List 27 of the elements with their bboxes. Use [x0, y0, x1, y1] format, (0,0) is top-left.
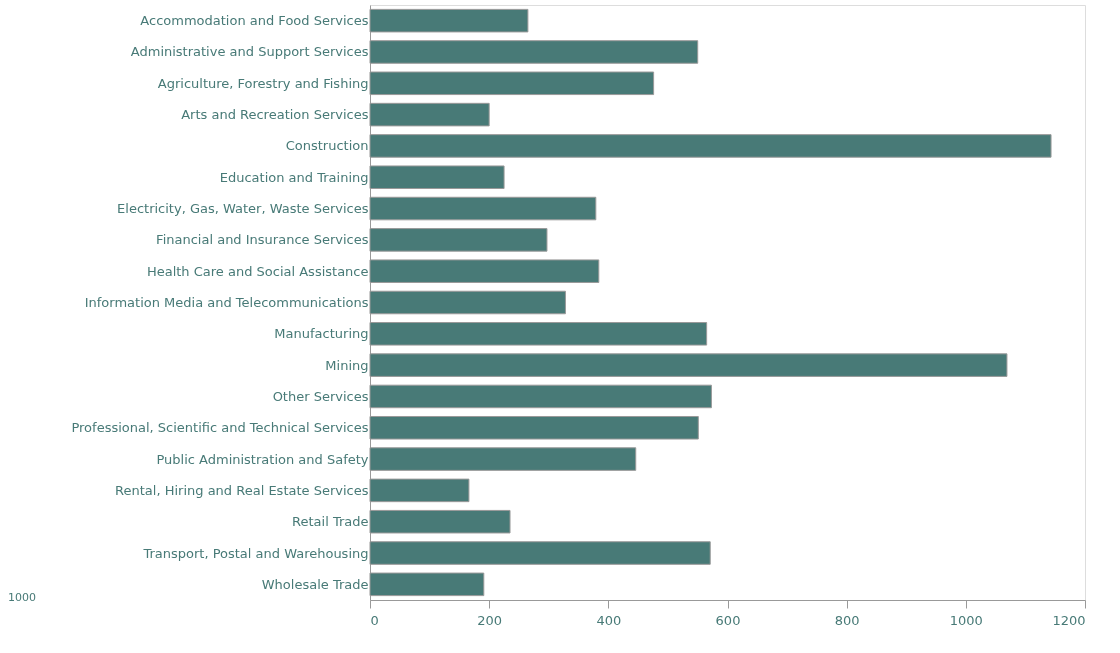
- y-tick-label: Rental, Hiring and Real Estate Services: [115, 482, 369, 498]
- text: 1000: [8, 591, 36, 604]
- y-tick-label: Retail Trade: [292, 514, 369, 530]
- x-tick-label: 800: [834, 612, 860, 628]
- y-tick-label: Wholesale Trade: [261, 576, 369, 592]
- y-tick-label: Arts and Recreation Services: [181, 107, 369, 123]
- y-tick-label: Financial and Insurance Services: [156, 232, 369, 248]
- x-tick-label: 400: [596, 612, 622, 628]
- x-tick-label: 1000: [949, 612, 983, 628]
- y-tick-label: Information Media and Telecommunications: [84, 295, 369, 310]
- y-tick-label: Agriculture, Forestry and Fishing: [157, 75, 369, 91]
- x-tick-label: 200: [477, 612, 503, 628]
- y-tick-label: Public Administration and Safety: [156, 451, 369, 467]
- y-tick-label: Other Services: [272, 388, 369, 404]
- y-tick-label: Mining: [325, 357, 369, 373]
- x-tick-label: 600: [715, 612, 741, 628]
- x-tick-label: 0: [370, 612, 379, 628]
- y-tick-label: Education and Training: [219, 169, 369, 185]
- y-tick-label: Manufacturing: [274, 326, 369, 342]
- x-tick-label: 1200: [1052, 612, 1086, 628]
- y-tick-label: Health Care and Social Assistance: [146, 263, 369, 279]
- y-tick-label: Electricity, Gas, Water, Waste Services: [117, 201, 369, 217]
- y-tick-label: Transport, Postal and Warehousing: [142, 545, 369, 561]
- y-tick-label: Accommodation and Food Services: [140, 13, 369, 29]
- y-tick-label: Administrative and Support Services: [130, 44, 369, 60]
- y-tick-label: Construction: [285, 138, 369, 154]
- y-tick-label: Professional, Scientific and Technical Services: [71, 420, 369, 436]
